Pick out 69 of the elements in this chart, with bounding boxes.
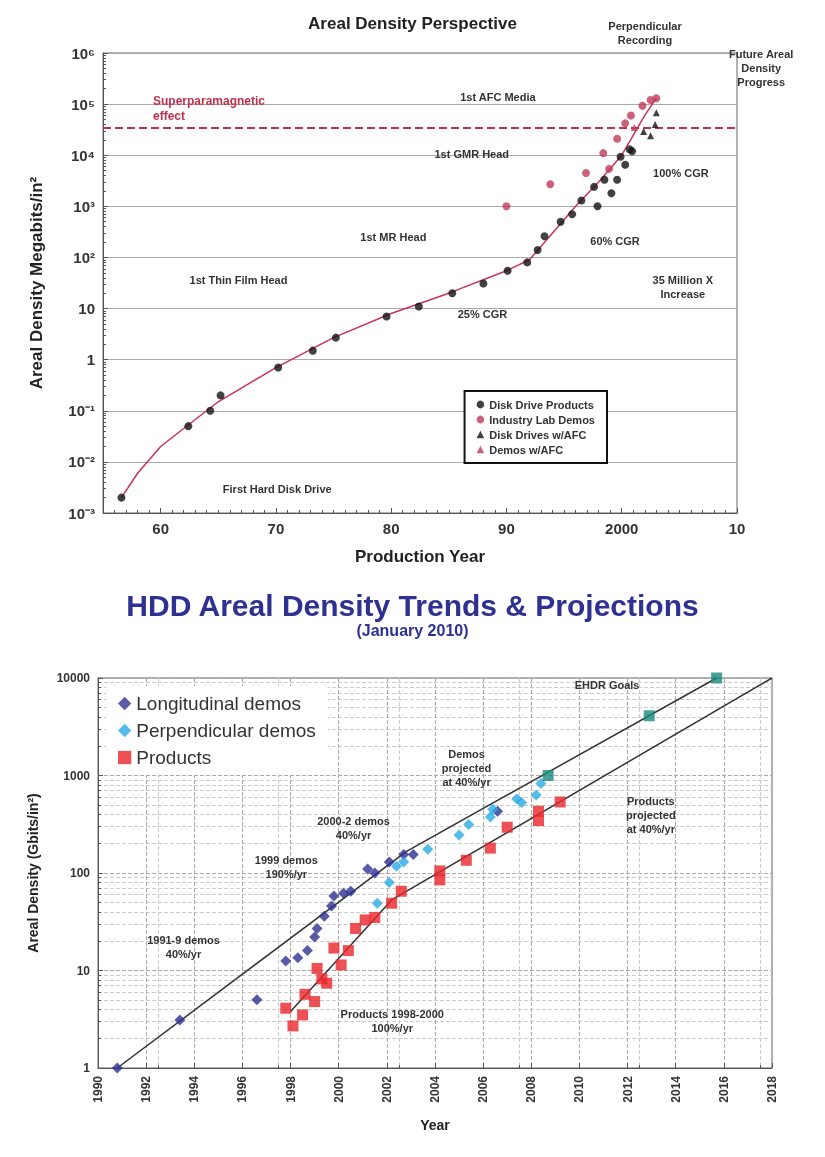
annotation: First Hard Disk Drive xyxy=(222,482,332,495)
annotation: 1st MR Head xyxy=(360,231,427,244)
x-tick-label: 2014 xyxy=(668,1075,683,1103)
x-tick-label: 2018 xyxy=(765,1075,779,1103)
x-tick-label: 1992 xyxy=(139,1075,154,1103)
text: Perpendicular Recording xyxy=(608,19,683,46)
annotation: Products 1998-2000 100%/yr xyxy=(340,1007,444,1034)
ref-line-label: Superparamagnetic effect xyxy=(153,93,266,123)
annotation: 1st GMR Head xyxy=(434,147,510,160)
legend-label: Demos w/AFC xyxy=(489,443,564,456)
x-tick-label: 2012 xyxy=(620,1075,635,1103)
annotation: 35 Million X Increase xyxy=(652,273,714,300)
x-tick-label: 10 xyxy=(728,520,746,537)
annotation: 25% CGR xyxy=(457,307,508,320)
y-tick-label: 10⁵ xyxy=(71,95,95,113)
x-tick-label: 2006 xyxy=(476,1075,491,1103)
annotation: 1st Thin Film Head xyxy=(189,274,288,287)
legend-label: Industry Lab Demos xyxy=(489,413,596,426)
y-tick-label: 1 xyxy=(83,1061,91,1075)
y-axis-title: Areal Density (Gbits/in²) xyxy=(25,793,41,953)
y-tick-label: 1 xyxy=(86,351,95,369)
annotation: Products projected at 40%/yr xyxy=(626,795,676,836)
x-axis-title: Year xyxy=(420,1117,451,1133)
x-tick-label: 2002 xyxy=(379,1075,394,1103)
chart-title: Areal Density Perspective xyxy=(308,14,517,33)
legend-label: Disk Drives w/AFC xyxy=(489,428,587,441)
chart-subtitle: (January 2010) xyxy=(356,621,469,639)
y-tick-label: 10⁻² xyxy=(68,453,95,471)
x-tick-label: 60 xyxy=(152,520,169,537)
y-tick-label: 10 xyxy=(76,963,91,978)
legend-label: Products xyxy=(136,747,212,768)
y-tick-label: 1000 xyxy=(63,768,91,783)
annotation: 2000-2 demos 40%/yr xyxy=(317,814,390,841)
legend-label: Longitudinal demos xyxy=(136,693,302,714)
annotation: 100% CGR xyxy=(653,166,709,179)
x-tick-label: 1990 xyxy=(91,1075,105,1103)
annotation: Future Areal Density Progress xyxy=(729,48,794,89)
annotation: Demos projected at 40%/yr xyxy=(441,747,492,788)
x-tick-label: 2000 xyxy=(331,1075,346,1103)
x-tick-label: 2000 xyxy=(605,520,639,537)
annotation: 60% CGR xyxy=(590,235,640,248)
y-tick-label: 10⁻³ xyxy=(68,504,95,522)
x-tick-label: 2010 xyxy=(572,1075,587,1103)
x-tick-label: 80 xyxy=(382,520,400,537)
x-tick-label: 1994 xyxy=(187,1075,202,1103)
annotation: EHDR Goals xyxy=(574,679,640,692)
y-tick-label: 10000 xyxy=(56,671,91,685)
chart-title: HDD Areal Density Trends & Projections xyxy=(126,588,699,622)
y-tick-label: 10² xyxy=(73,248,95,266)
annotation: 1991-9 demos 40%/yr xyxy=(147,933,220,960)
legend-label: Perpendicular demos xyxy=(136,720,316,741)
legend-label: Disk Drive Products xyxy=(489,398,594,411)
y-tick-label: 10⁶ xyxy=(71,44,95,62)
x-tick-label: 70 xyxy=(267,520,285,537)
y-tick-label: 10³ xyxy=(73,197,95,215)
x-axis-title: Production Year xyxy=(354,547,486,566)
x-tick-label: 2004 xyxy=(428,1075,442,1103)
y-axis-title: Areal Density Megabits/in² xyxy=(27,176,46,390)
x-tick-label: 2008 xyxy=(524,1075,539,1103)
x-tick-label: 1996 xyxy=(235,1075,250,1103)
y-tick-label: 10⁴ xyxy=(70,146,95,164)
annotation: 1st AFC Media xyxy=(460,91,537,104)
x-tick-label: 2016 xyxy=(716,1075,731,1103)
y-tick-label: 10 xyxy=(78,300,95,318)
annotation: 1999 demos 190%/yr xyxy=(254,853,318,880)
x-tick-label: 90 xyxy=(498,520,515,537)
y-tick-label: 10⁻¹ xyxy=(68,402,95,420)
x-tick-label: 1998 xyxy=(283,1075,298,1103)
y-tick-label: 100 xyxy=(69,866,91,880)
